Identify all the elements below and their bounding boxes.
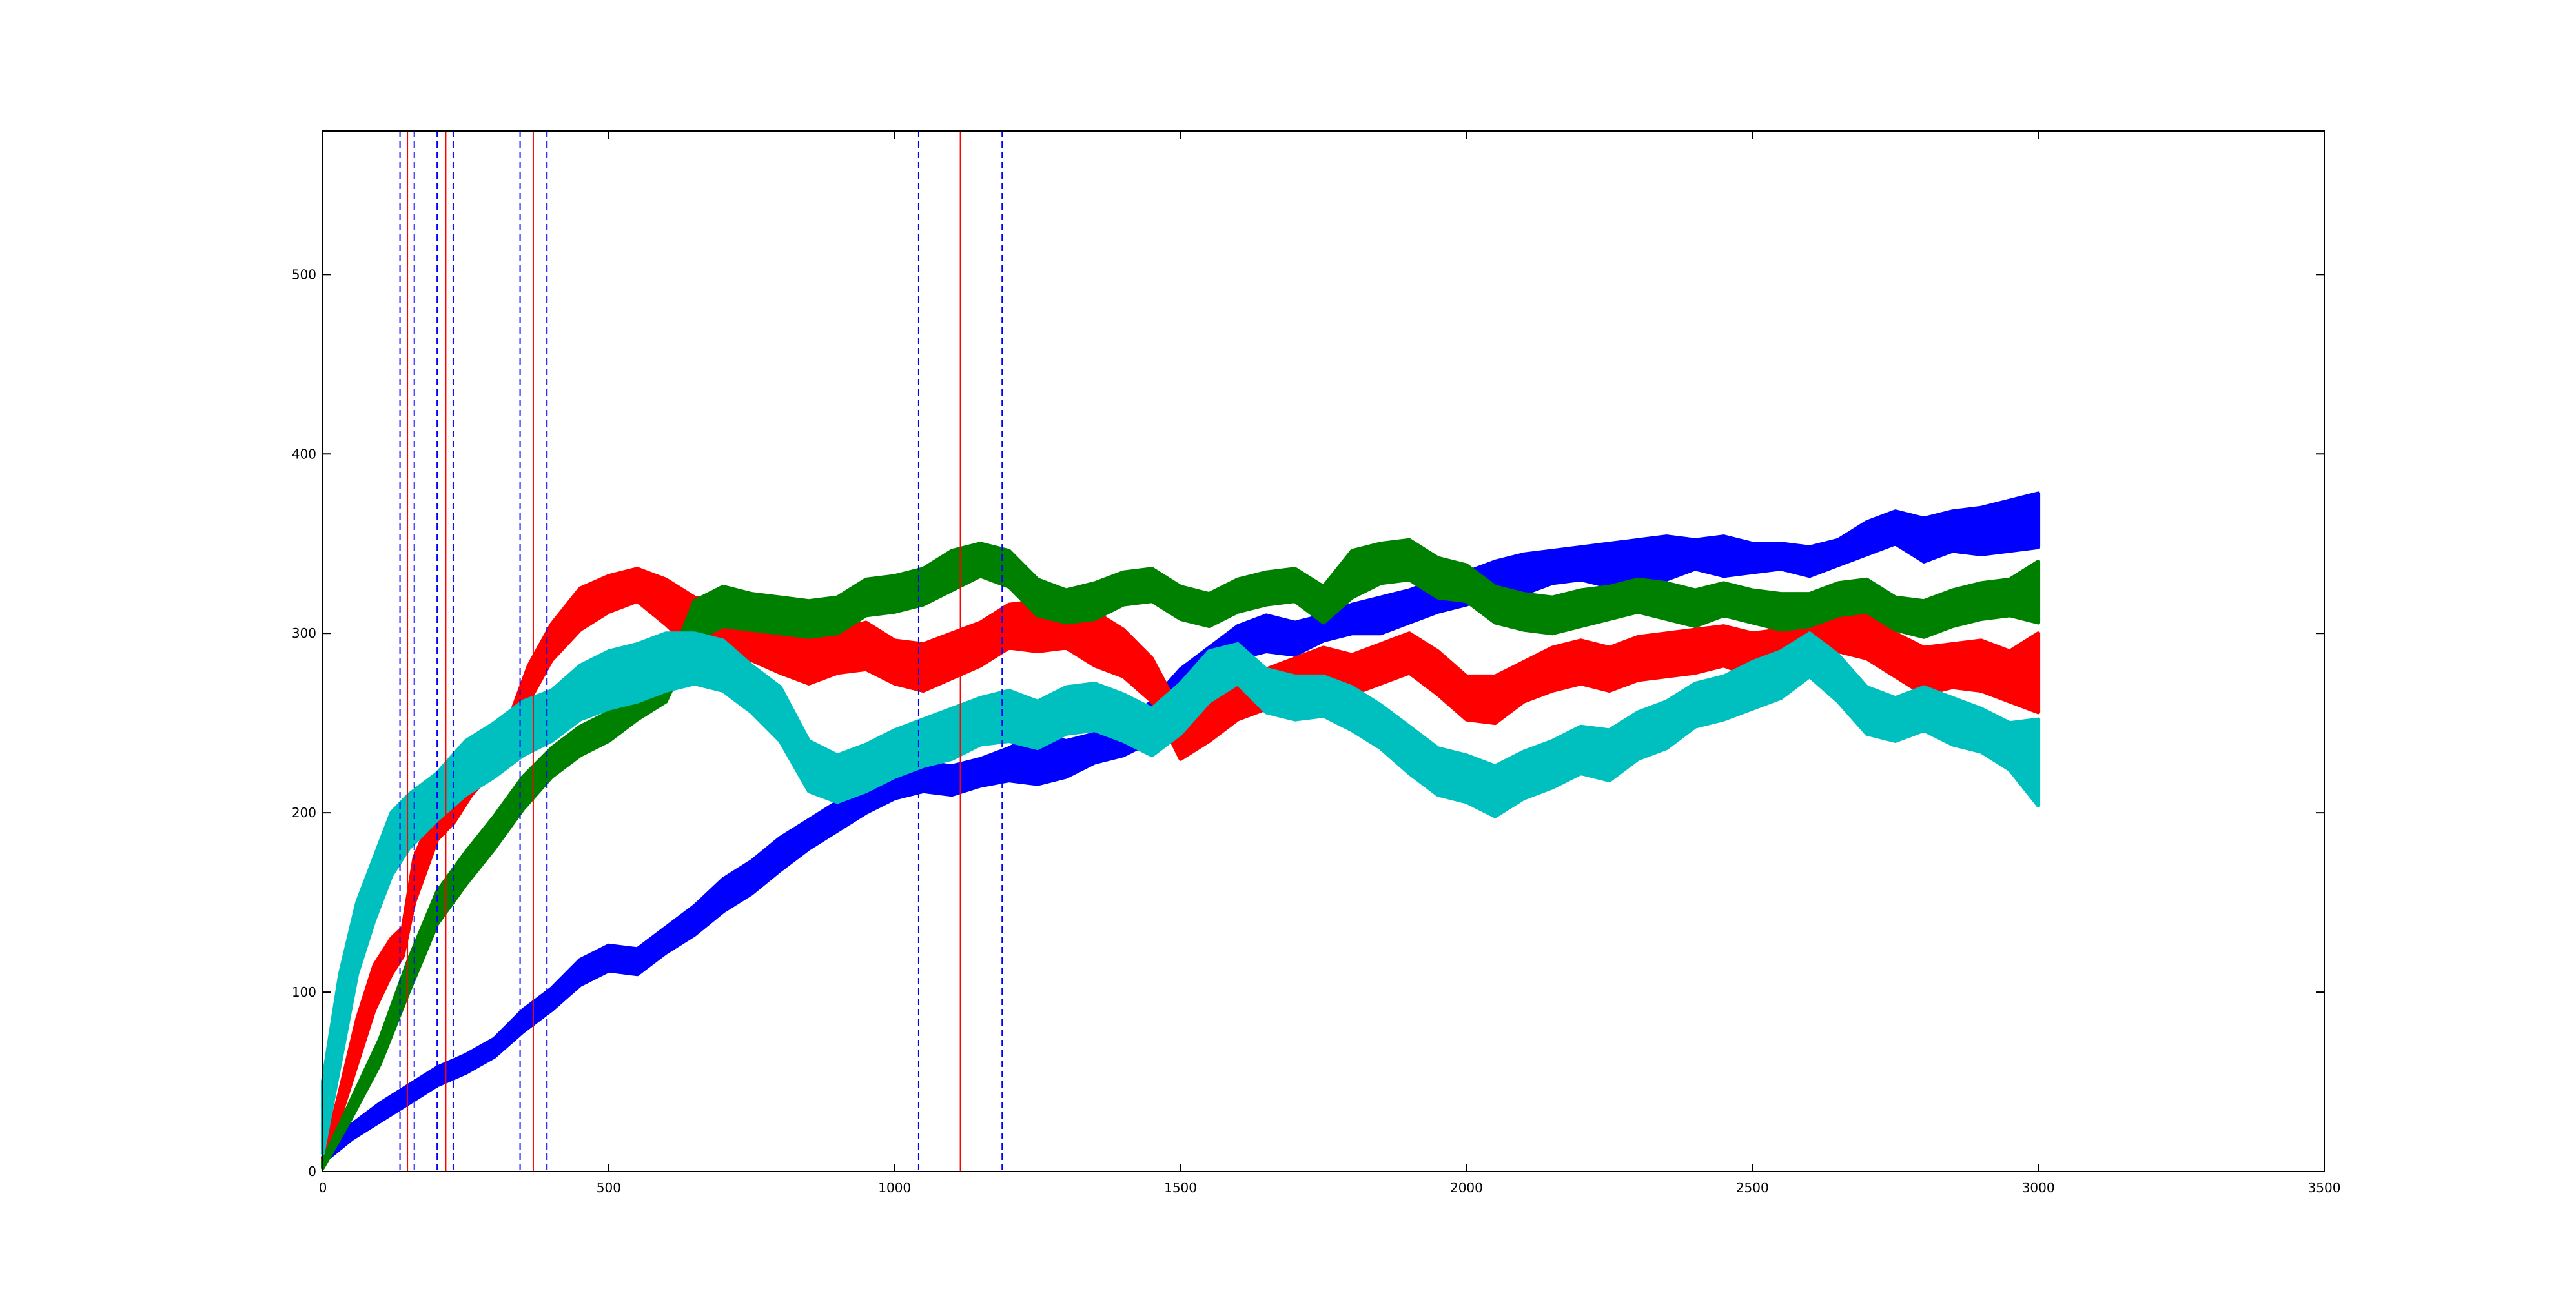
series-layer [321, 491, 2041, 1170]
y-tick-label: 100 [292, 984, 316, 1000]
x-tick-label: 2000 [1450, 1180, 1483, 1195]
y-tick-label: 500 [292, 267, 316, 282]
series-band-4 [321, 631, 2041, 1156]
x-tick-label: 2500 [1736, 1180, 1769, 1195]
x-tick-label: 1000 [878, 1180, 911, 1195]
y-tick-label: 200 [292, 805, 316, 820]
x-tick-label: 500 [597, 1180, 621, 1195]
axes-frame [322, 130, 2325, 1172]
x-tick-label: 1500 [1164, 1180, 1197, 1195]
y-tick-label: 400 [292, 446, 316, 462]
x-tick-label: 0 [319, 1180, 327, 1195]
tick-layer: 0 500 1000 1500 2000 2500 3000 3500 0 100 200 300 40… [292, 131, 2341, 1195]
x-tick-label: 3500 [2308, 1180, 2341, 1195]
y-tick-label: 300 [292, 625, 316, 641]
x-tick-label: 3000 [2022, 1180, 2055, 1195]
series-band-3 [321, 538, 2041, 1170]
vline-layer [399, 131, 1003, 1172]
series-band-2 [321, 567, 2041, 1168]
y-tick-label: 0 [308, 1164, 316, 1179]
